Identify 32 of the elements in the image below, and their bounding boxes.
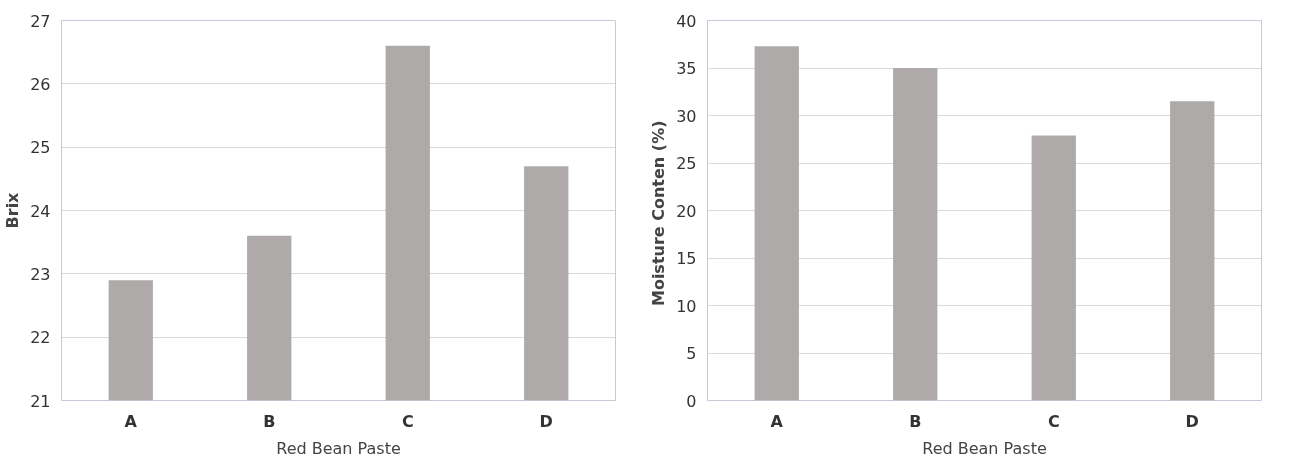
x-tick-label: B	[909, 411, 922, 431]
x-axis-title: Red Bean Paste	[276, 438, 401, 458]
y-tick-label: 40	[676, 11, 697, 31]
x-tick-label: C	[1047, 411, 1060, 431]
y-tick-label: 26	[30, 74, 51, 94]
y-tick-label: 22	[30, 328, 51, 348]
bar	[893, 68, 938, 401]
y-tick-label: 20	[676, 201, 697, 221]
y-tick-label: 21	[30, 391, 51, 411]
x-tick-label: D	[1185, 411, 1199, 431]
x-tick-label: C	[401, 411, 414, 431]
y-tick-label: 15	[676, 249, 697, 268]
x-tick-label: D	[539, 411, 553, 431]
x-axis-title: Red Bean Paste	[922, 438, 1047, 458]
y-tick-label: 10	[676, 296, 697, 316]
bar	[1031, 135, 1076, 401]
x-tick-label: A	[124, 411, 138, 431]
x-tick-label: B	[263, 411, 276, 431]
y-tick-label: 0	[686, 391, 697, 411]
y-axis-title: Moisture Conten (%)	[649, 120, 669, 307]
y-axis-title: Brix	[3, 191, 23, 229]
y-tick-label: 27	[30, 11, 51, 31]
bar	[1170, 101, 1215, 401]
y-tick-label: 25	[676, 154, 697, 173]
y-tick-label: 35	[676, 59, 697, 78]
x-tick-label: A	[770, 411, 784, 431]
y-tick-label: 23	[30, 264, 51, 284]
y-tick-label: 30	[676, 106, 697, 126]
y-tick-label: 25	[30, 138, 51, 158]
y-tick-label: 24	[30, 201, 51, 221]
bar	[754, 46, 799, 401]
y-tick-label: 5	[686, 344, 697, 363]
